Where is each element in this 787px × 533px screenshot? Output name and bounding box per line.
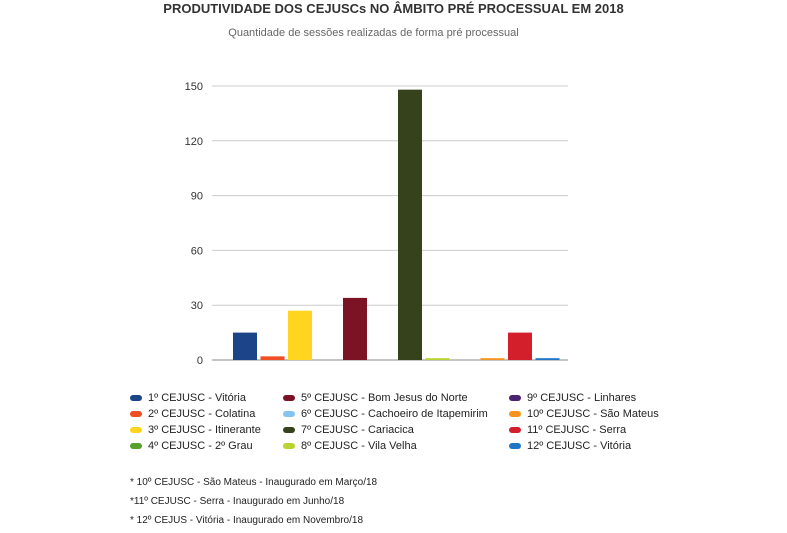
bars xyxy=(233,89,560,361)
y-tick-label: 0 xyxy=(197,355,203,367)
legend-label: 10º CEJUSC - São Mateus xyxy=(527,408,659,420)
bar xyxy=(288,310,312,360)
y-tick-label: 60 xyxy=(191,245,203,257)
bar xyxy=(260,356,285,360)
legend-label: 8º CEJUSC - Vila Velha xyxy=(301,440,417,452)
legend-label: 2º CEJUSC - Colatina xyxy=(148,408,256,420)
legend-label: 4º CEJUSC - 2º Grau xyxy=(148,440,253,452)
legend-item: 5º CEJUSC - Bom Jesus do Norte xyxy=(283,392,468,404)
legend-swatch xyxy=(509,395,521,401)
legend-swatch xyxy=(509,427,521,433)
y-tick-label: 30 xyxy=(191,300,203,312)
legend-item: 3º CEJUSC - Itinerante xyxy=(130,424,261,436)
legend-swatch xyxy=(283,411,295,417)
legend-swatch xyxy=(130,411,142,417)
bar xyxy=(535,358,560,360)
legend: 1º CEJUSC - Vitória 2º CEJUSC - Colatina 3… xyxy=(0,392,787,462)
legend-item: 9º CEJUSC - Linhares xyxy=(509,392,636,404)
legend-swatch xyxy=(283,427,295,433)
legend-label: 3º CEJUSC - Itinerante xyxy=(148,424,261,436)
y-tick-label: 120 xyxy=(185,136,203,148)
legend-item: 7º CEJUSC - Cariacica xyxy=(283,424,414,436)
bar xyxy=(425,358,450,360)
legend-swatch xyxy=(130,443,142,449)
legend-label: 1º CEJUSC - Vitória xyxy=(148,392,246,404)
legend-item: 8º CEJUSC - Vila Velha xyxy=(283,440,417,452)
legend-label: 5º CEJUSC - Bom Jesus do Norte xyxy=(301,392,468,404)
legend-item: 11º CEJUSC - Serra xyxy=(509,424,626,436)
legend-item: 12º CEJUSC - Vitória xyxy=(509,440,631,452)
footnotes: * 10º CEJUSC - São Mateus - Inaugurado e… xyxy=(130,476,377,533)
legend-swatch xyxy=(283,395,295,401)
legend-item: 4º CEJUSC - 2º Grau xyxy=(130,440,253,452)
legend-swatch xyxy=(509,411,521,417)
legend-item: 1º CEJUSC - Vitória xyxy=(130,392,246,404)
chart-title: PRODUTIVIDADE DOS CEJUSCs NO ÂMBITO PRÉ … xyxy=(163,1,624,16)
legend-swatch xyxy=(130,395,142,401)
grid-lines xyxy=(212,85,568,361)
legend-label: 6º CEJUSC - Cachoeiro de Itapemirim xyxy=(301,408,488,420)
legend-label: 12º CEJUSC - Vitória xyxy=(527,440,632,452)
legend-item: 10º CEJUSC - São Mateus xyxy=(509,408,659,420)
bar-chart: 0 30 60 90 120 150 xyxy=(185,81,568,367)
legend-label: 11º CEJUSC - Serra xyxy=(527,424,627,436)
bar xyxy=(343,297,367,360)
legend-item: 2º CEJUSC - Colatina xyxy=(130,408,255,420)
legend-swatch xyxy=(509,443,521,449)
legend-label: 7º CEJUSC - Cariacica xyxy=(301,424,414,436)
legend-swatch xyxy=(130,427,142,433)
chart-subtitle: Quantidade de sessões realizadas de form… xyxy=(228,27,519,39)
y-axis: 0 30 60 90 120 150 xyxy=(185,81,203,367)
legend-item: 6º CEJUSC - Cachoeiro de Itapemirim xyxy=(283,408,488,420)
footnote: * 12º CEJUS - Vitória - Inaugurado em No… xyxy=(130,515,364,526)
y-tick-label: 150 xyxy=(185,81,203,93)
footnote: * 10º CEJUSC - São Mateus - Inaugurado e… xyxy=(130,477,378,488)
bar xyxy=(508,332,532,360)
footnote: *11º CEJUSC - Serra - Inaugurado em Junh… xyxy=(130,496,345,507)
legend-swatch xyxy=(283,443,295,449)
bar xyxy=(233,332,257,360)
bar xyxy=(398,89,422,361)
bar xyxy=(480,358,505,360)
legend-label: 9º CEJUSC - Linhares xyxy=(527,392,637,404)
y-tick-label: 90 xyxy=(191,191,203,203)
